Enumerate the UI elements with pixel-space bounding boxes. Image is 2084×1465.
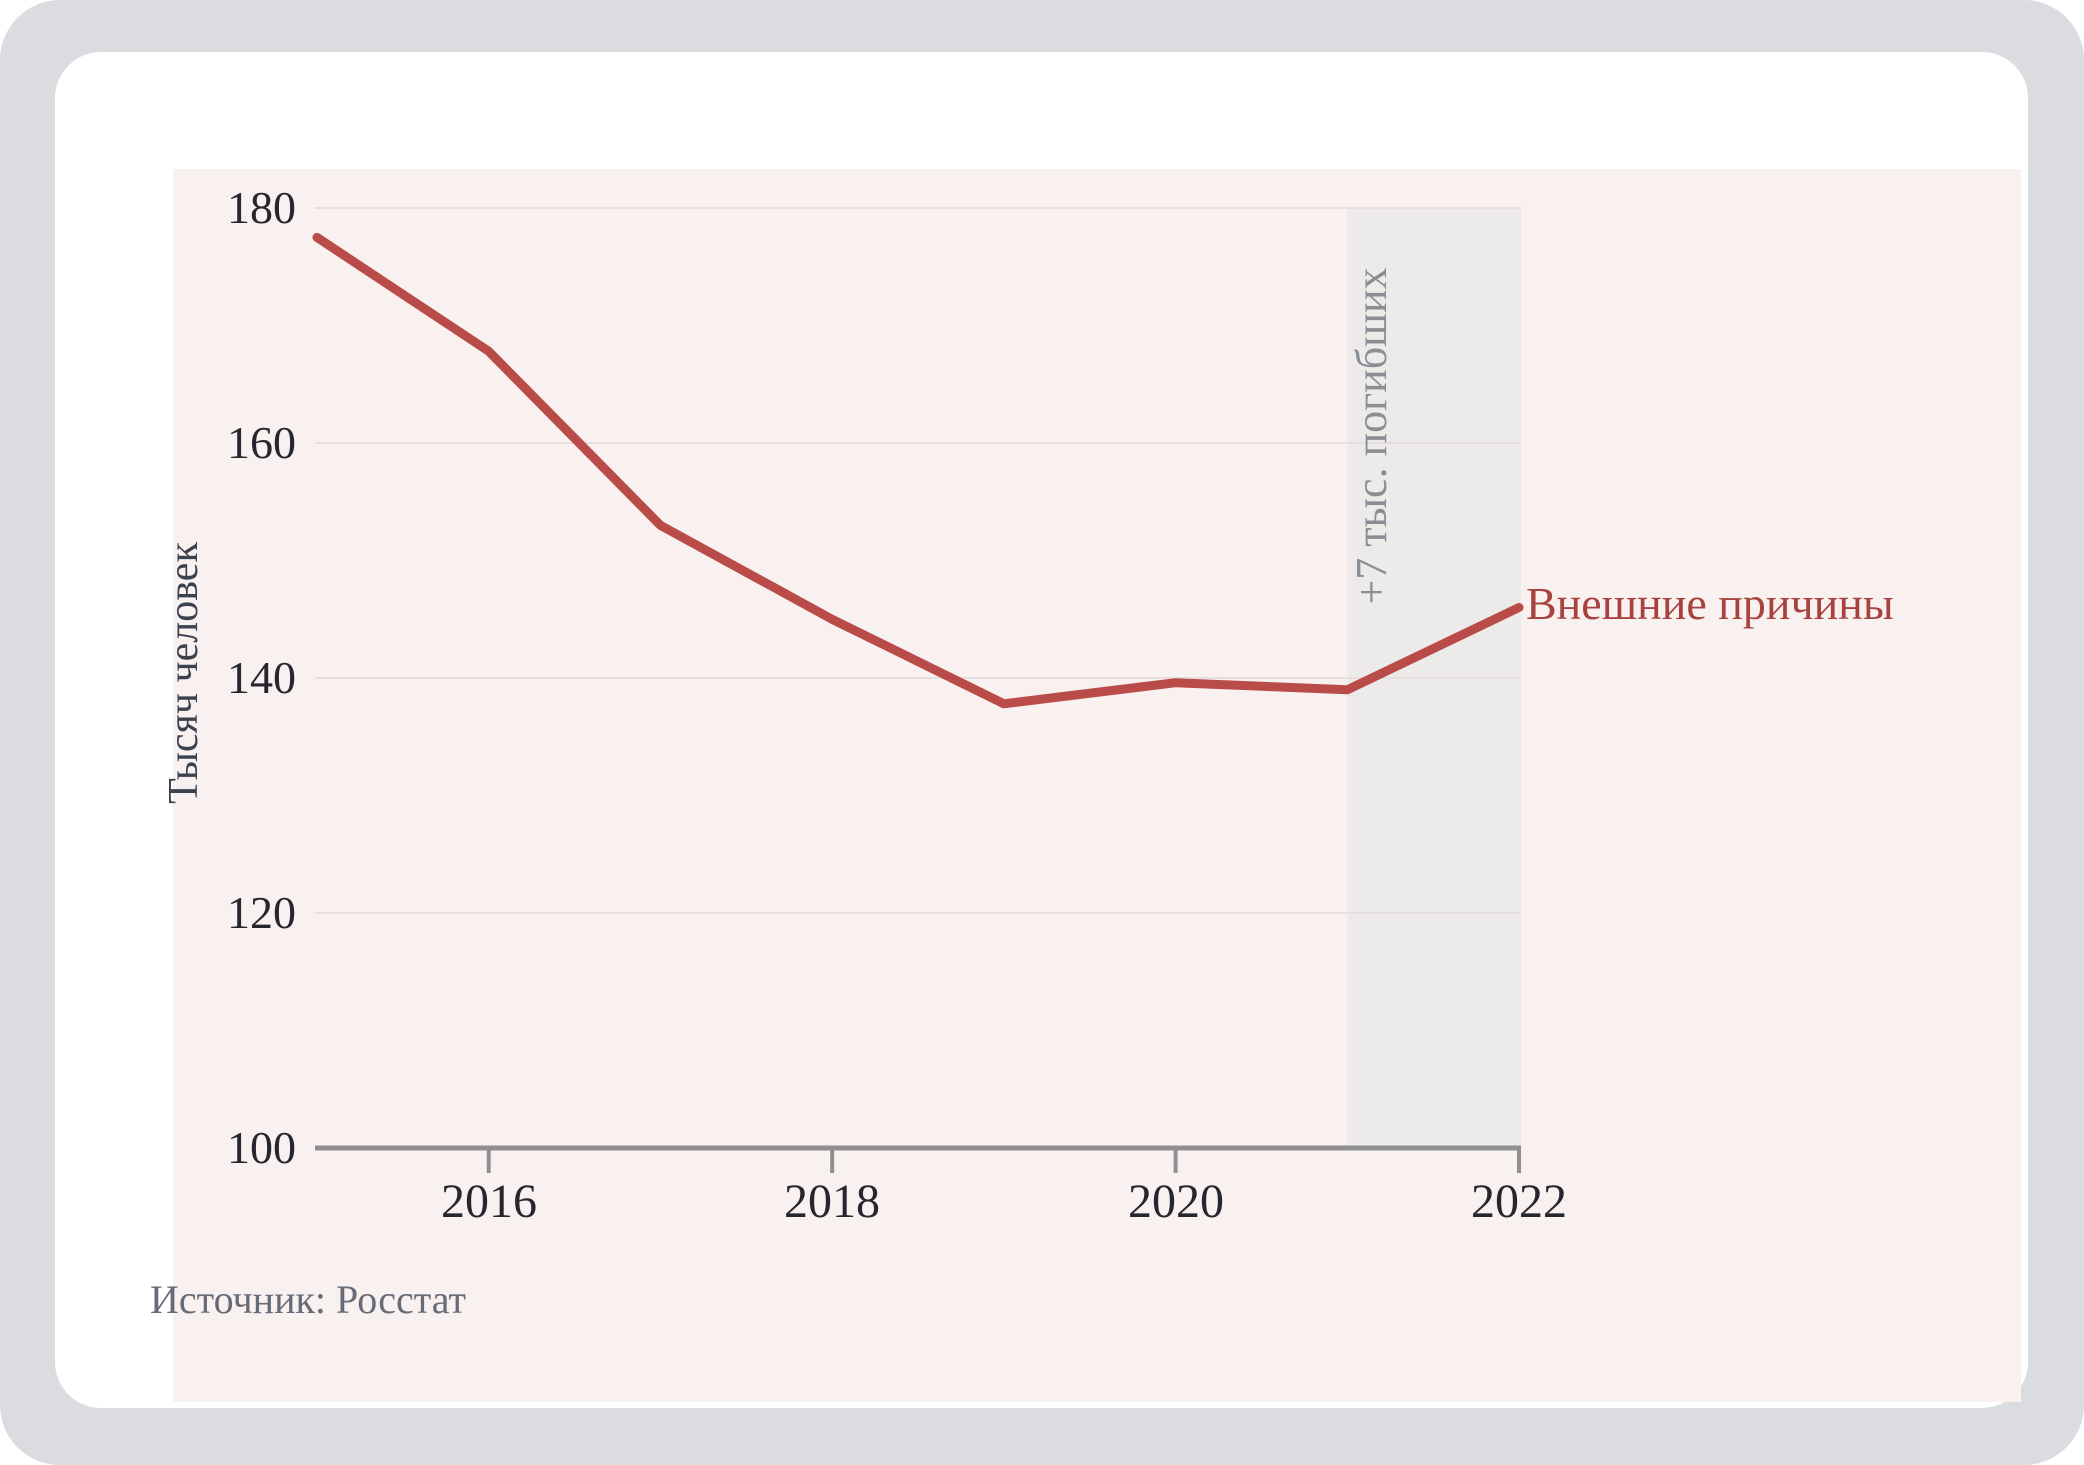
x-axis-tick-label: 2018 xyxy=(784,1175,880,1228)
y-axis-tick-label: 160 xyxy=(227,417,296,468)
y-axis-tick-label: 180 xyxy=(227,182,296,233)
y-axis-tick-label: 120 xyxy=(227,887,296,938)
x-axis-tick-label: 2020 xyxy=(1128,1175,1224,1228)
source-note: Источник: Росстат xyxy=(150,1277,466,1322)
chart-card xyxy=(55,52,2028,1408)
x-axis-tick-label: 2022 xyxy=(1471,1175,1567,1228)
x-axis-tick-label: 2016 xyxy=(441,1175,537,1228)
annotation-band-label: +7 тыс. погибших xyxy=(1347,267,1396,605)
y-axis-title: Тысяч человек xyxy=(161,542,207,804)
y-axis-tick-label: 100 xyxy=(227,1122,296,1173)
series-label: Внешние причины xyxy=(1526,578,1894,629)
y-axis-tick-label: 140 xyxy=(227,652,296,703)
